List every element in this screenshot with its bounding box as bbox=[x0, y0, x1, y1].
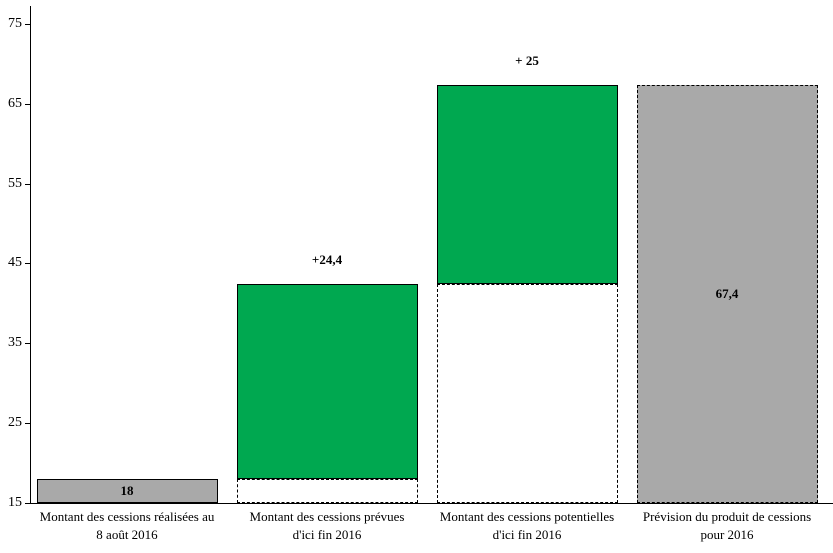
y-tick-label: 45 bbox=[8, 255, 22, 271]
y-tick-label: 65 bbox=[8, 95, 22, 111]
bar-segment-gray bbox=[636, 84, 818, 503]
x-category-label-line: d'ici fin 2016 bbox=[292, 527, 362, 542]
y-tick-mark bbox=[25, 423, 30, 425]
y-tick-mark bbox=[25, 183, 30, 185]
x-category-label: Montant des cessions prévues d'ici fin 20… bbox=[250, 508, 405, 544]
x-category-label-line: Montant des cessions prévues bbox=[249, 509, 405, 524]
plot-area: 18 +24,4 + 25 67,4 bbox=[30, 8, 833, 503]
y-tick-label: 35 bbox=[8, 335, 22, 351]
y-tick-mark bbox=[25, 103, 30, 105]
y-tick-label: 15 bbox=[8, 495, 22, 510]
x-category-label-line: Montant des cessions réalisées au bbox=[39, 509, 215, 524]
y-tick-mark bbox=[25, 343, 30, 345]
y-tick-label: 25 bbox=[8, 415, 22, 431]
y-tick-mark bbox=[25, 23, 30, 25]
bar-segment-green bbox=[436, 84, 618, 285]
y-tick-label: 55 bbox=[8, 175, 22, 191]
x-category-label: Prévision du produit de cessions pour 201… bbox=[643, 508, 811, 544]
bar-segment-white bbox=[436, 284, 618, 503]
bar-segment-green bbox=[236, 284, 418, 480]
bar-value-label: 67,4 bbox=[715, 285, 739, 301]
x-category-label-line: Prévision du produit de cessions bbox=[642, 509, 812, 524]
bar-segment-white bbox=[236, 479, 418, 503]
x-category-label-line: pour 2016 bbox=[700, 527, 754, 542]
x-category-label-line: Montant des cessions potentielles bbox=[439, 509, 615, 524]
bar-value-label: 18 bbox=[120, 483, 134, 499]
y-axis-line bbox=[30, 6, 31, 504]
x-axis-line bbox=[30, 503, 833, 504]
bar-value-label: +24,4 bbox=[311, 252, 343, 268]
y-tick-mark bbox=[25, 503, 30, 504]
y-tick-mark bbox=[25, 263, 30, 265]
bar-value-label: + 25 bbox=[515, 52, 539, 68]
x-category-label-line: 8 août 2016 bbox=[96, 527, 158, 542]
x-category-label: Montant des cessions potentielles d'ici f… bbox=[440, 508, 614, 544]
x-category-label: Montant des cessions réalisées au 8 août … bbox=[40, 508, 215, 544]
bar-segment-gray bbox=[36, 479, 218, 503]
x-category-label-line: d'ici fin 2016 bbox=[492, 527, 562, 542]
y-tick-label: 75 bbox=[8, 15, 22, 31]
